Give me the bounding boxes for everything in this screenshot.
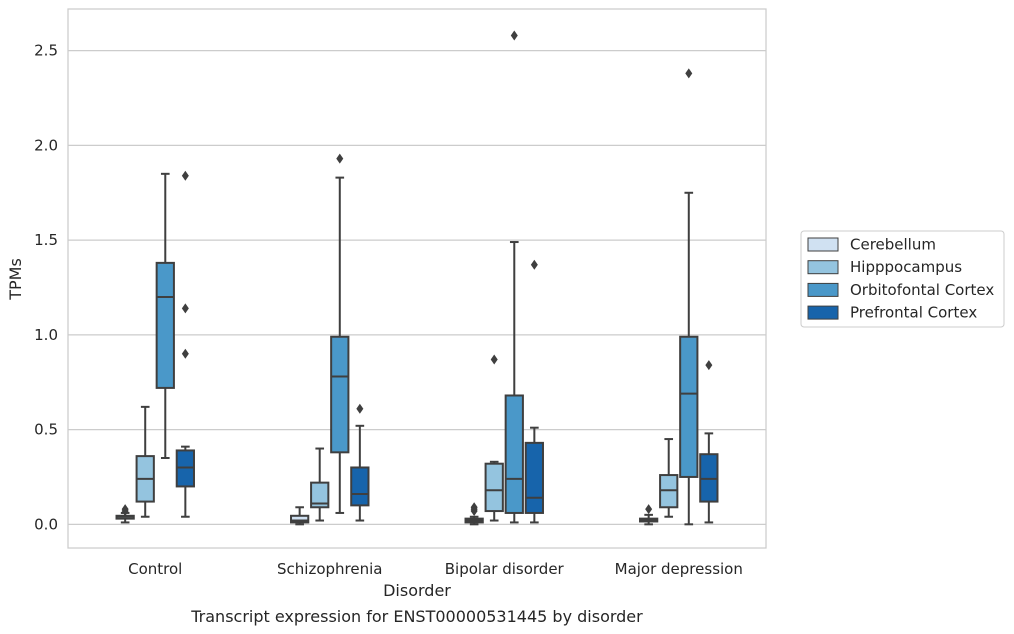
legend-swatch bbox=[807, 305, 839, 320]
outlier-point bbox=[181, 348, 189, 359]
outlier-point bbox=[530, 259, 538, 270]
outlier-point bbox=[490, 354, 498, 365]
legend-frame bbox=[800, 230, 1005, 328]
y-tick-label: 1.5 bbox=[34, 231, 58, 249]
outlier-point bbox=[645, 504, 653, 515]
outlier-point bbox=[356, 403, 364, 414]
legend-label: Hipppocampus bbox=[850, 258, 962, 276]
x-axis-label: Disorder bbox=[383, 581, 451, 600]
x-tick-label: Control bbox=[128, 560, 182, 578]
y-tick-labels: 0.0 0.5 1.0 1.5 2.0 2.5 bbox=[34, 42, 58, 534]
outlier-point bbox=[705, 360, 713, 371]
box-prefrontal-cortex bbox=[350, 466, 370, 507]
y-tick-label: 1.0 bbox=[34, 326, 58, 344]
legend-swatch bbox=[807, 282, 839, 297]
box-orbitofontal-cortex bbox=[155, 261, 175, 389]
chart-caption: Transcript expression for ENST0000053144… bbox=[190, 607, 643, 626]
box-series bbox=[115, 30, 719, 526]
box-cerebellum bbox=[290, 514, 310, 524]
plot-frame bbox=[67, 8, 767, 549]
outlier-point bbox=[510, 30, 518, 41]
y-tick-label: 2.0 bbox=[34, 136, 58, 154]
box-orbitofontal-cortex bbox=[679, 335, 699, 478]
box-orbitofontal-cortex bbox=[504, 394, 524, 514]
legend-label: Prefrontal Cortex bbox=[850, 304, 977, 322]
box-prefrontal-cortex bbox=[524, 441, 544, 514]
x-tick-labels: Control Schizophrenia Bipolar disorder Majo… bbox=[128, 560, 743, 578]
outlier-point bbox=[685, 68, 693, 79]
box-orbitofontal-cortex bbox=[330, 335, 350, 454]
outlier-point bbox=[470, 506, 478, 517]
x-tick-label: Schizophrenia bbox=[277, 560, 382, 578]
y-tick-label: 2.5 bbox=[34, 42, 58, 60]
outlier-point bbox=[121, 506, 129, 517]
x-tick-label: Bipolar disorder bbox=[445, 560, 565, 578]
y-tick-label: 0.0 bbox=[34, 515, 58, 533]
y-tick-label: 0.5 bbox=[34, 421, 58, 439]
y-axis-label: TPMs bbox=[6, 258, 25, 301]
outlier-point bbox=[181, 303, 189, 314]
x-tick-label: Major depression bbox=[615, 560, 743, 578]
legend-label: Orbitofontal Cortex bbox=[850, 281, 994, 299]
legend-swatch bbox=[807, 260, 839, 275]
legend-swatch bbox=[807, 237, 839, 252]
legend-label: Cerebellum bbox=[850, 236, 936, 254]
box-hipppocampus bbox=[484, 462, 504, 513]
box-hipppocampus bbox=[310, 481, 330, 509]
outlier-point bbox=[336, 153, 344, 164]
gridlines bbox=[68, 50, 766, 525]
outlier-point bbox=[181, 170, 189, 181]
legend: Cerebellum Hipppocampus Orbitofontal Corte… bbox=[800, 230, 1005, 328]
